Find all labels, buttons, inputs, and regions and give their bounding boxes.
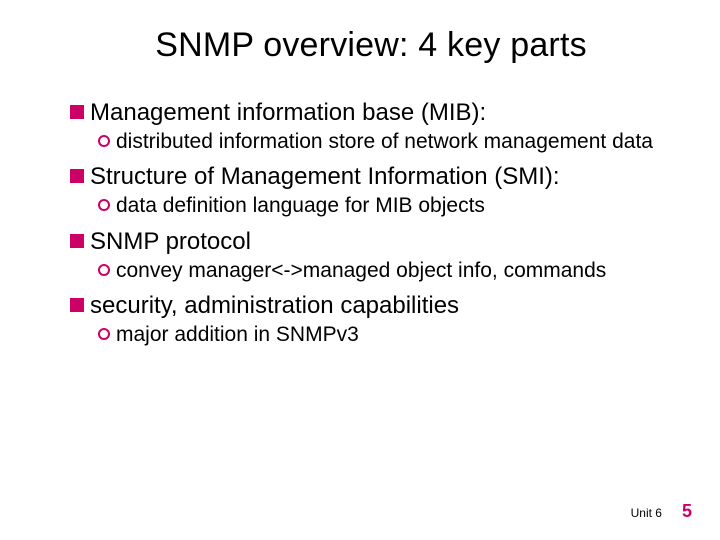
circle-bullet-icon bbox=[98, 328, 110, 340]
list-item-label: security, administration capabilities bbox=[90, 292, 459, 320]
slide-title: SNMP overview: 4 key parts bbox=[70, 26, 672, 65]
footer: Unit 6 5 bbox=[631, 501, 692, 522]
list-subitem-label: distributed information store of network… bbox=[116, 129, 653, 155]
list-subitem-label: major addition in SNMPv3 bbox=[116, 322, 359, 348]
bullet-list: Management information base (MIB): distr… bbox=[70, 99, 672, 348]
list-item: Structure of Management Information (SMI… bbox=[70, 163, 672, 191]
list-item-label: Management information base (MIB): bbox=[90, 99, 486, 127]
list-subitem: major addition in SNMPv3 bbox=[98, 322, 672, 348]
square-bullet-icon bbox=[70, 234, 84, 248]
square-bullet-icon bbox=[70, 105, 84, 119]
circle-bullet-icon bbox=[98, 135, 110, 147]
unit-label: Unit 6 bbox=[631, 506, 662, 520]
list-subitem: convey manager<->managed object info, co… bbox=[98, 258, 672, 284]
list-item-label: Structure of Management Information (SMI… bbox=[90, 163, 560, 191]
list-item: security, administration capabilities bbox=[70, 292, 672, 320]
list-item: Management information base (MIB): bbox=[70, 99, 672, 127]
list-item: SNMP protocol bbox=[70, 228, 672, 256]
circle-bullet-icon bbox=[98, 264, 110, 276]
page-number: 5 bbox=[682, 501, 692, 522]
list-subitem-label: data definition language for MIB objects bbox=[116, 193, 485, 219]
square-bullet-icon bbox=[70, 169, 84, 183]
list-item-label: SNMP protocol bbox=[90, 228, 251, 256]
list-subitem: data definition language for MIB objects bbox=[98, 193, 672, 219]
circle-bullet-icon bbox=[98, 199, 110, 211]
list-subitem-label: convey manager<->managed object info, co… bbox=[116, 258, 606, 284]
list-subitem: distributed information store of network… bbox=[98, 129, 672, 155]
slide: SNMP overview: 4 key parts Management in… bbox=[0, 0, 720, 540]
square-bullet-icon bbox=[70, 298, 84, 312]
